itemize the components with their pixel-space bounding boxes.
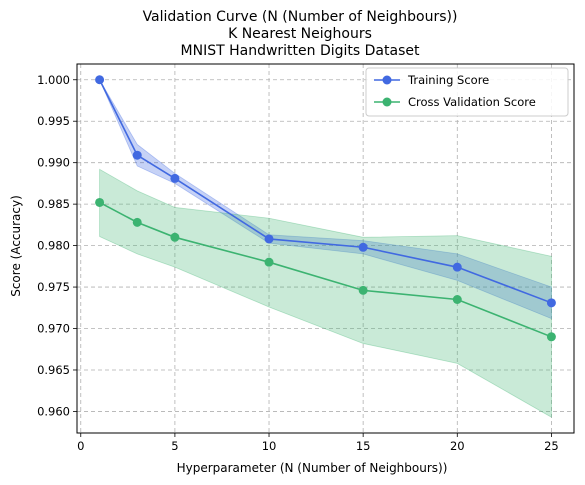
point-training	[132, 150, 142, 160]
point-cross-validation	[95, 197, 105, 207]
y-tick-label: 0.965	[37, 363, 70, 377]
x-tick-label: 0	[77, 439, 84, 453]
y-tick-label: 0.995	[37, 114, 70, 128]
legend-box	[365, 67, 569, 117]
y-axis-label: Score (Accuracy)	[9, 195, 23, 297]
chart-title-line-1: Validation Curve (N (Number of Neighbour…	[143, 9, 458, 25]
x-axis-ticks: 0 5 10 15 20 25	[77, 433, 559, 453]
y-tick-label: 0.975	[37, 280, 70, 294]
band-cross-validation	[99, 168, 552, 418]
point-cross-validation	[170, 232, 180, 242]
x-tick-label: 15	[356, 439, 371, 453]
legend-label-training: Training Score	[407, 73, 489, 87]
plot-area-background	[77, 64, 574, 433]
point-training	[546, 298, 556, 308]
point-training	[170, 173, 180, 183]
y-tick-label: 0.990	[37, 156, 70, 170]
y-tick-label: 0.960	[37, 404, 70, 418]
x-tick-label: 5	[171, 439, 178, 453]
point-cross-validation	[264, 257, 274, 267]
x-axis-label: Hyperparameter (N (Number of Neighbours)…	[177, 461, 448, 475]
legend: Training Score Cross Validation Score	[365, 67, 569, 117]
y-tick-label: 0.970	[37, 322, 70, 336]
chart-title-line-2: K Nearest Neighours	[228, 26, 372, 42]
chart-title-line-3: MNIST Handwritten Digits Dataset	[181, 43, 420, 59]
legend-marker-cross-validation	[382, 97, 392, 107]
y-tick-label: 0.980	[37, 239, 70, 253]
point-cross-validation	[132, 217, 142, 227]
legend-label-cross-validation: Cross Validation Score	[408, 95, 536, 109]
plot-frame	[76, 63, 575, 434]
point-training	[264, 234, 274, 244]
y-axis-ticks: 0.960 0.965 0.970 0.975 0.980 0.985 0.990 0.995…	[37, 73, 77, 418]
point-training	[452, 262, 462, 272]
y-tick-label: 0.985	[37, 197, 70, 211]
x-tick-label: 25	[544, 439, 559, 453]
point-cross-validation	[546, 332, 556, 342]
point-cross-validation	[452, 294, 462, 304]
x-tick-label: 20	[450, 439, 465, 453]
series-markers	[95, 75, 556, 342]
y-tick-label: 1.000	[37, 73, 70, 87]
x-tick-label: 10	[262, 439, 277, 453]
legend-marker-training	[382, 75, 392, 85]
point-cross-validation	[358, 285, 368, 295]
point-training	[358, 242, 368, 252]
point-training	[95, 75, 105, 85]
